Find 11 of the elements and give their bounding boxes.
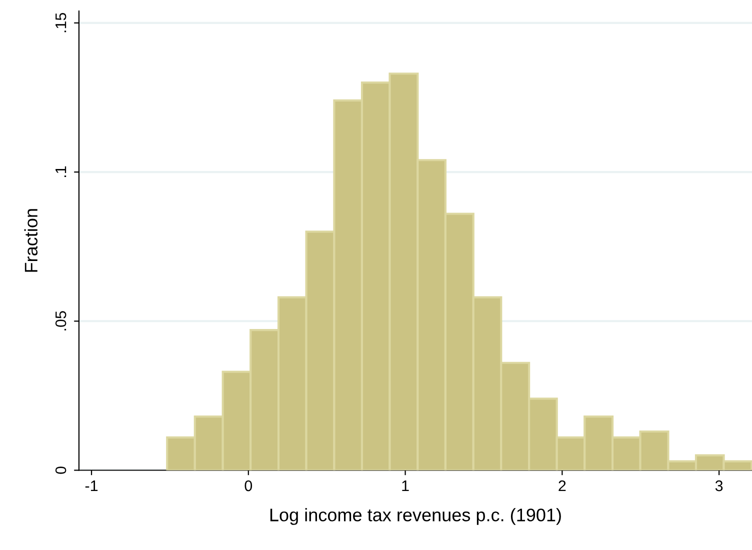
x-tick-label: 3 [715, 480, 723, 492]
x-tick-label: 1 [402, 480, 409, 492]
x-axis-title: Log income tax revenues p.c. (1901) [270, 508, 561, 525]
y-tick-label: .05 [55, 311, 66, 330]
x-tick-label: 2 [558, 480, 566, 492]
y-tick-label: .15 [56, 12, 66, 32]
x-tick-label: -1 [85, 480, 98, 492]
x-tick-label: 0 [244, 480, 252, 492]
y-axis-title: Fraction [24, 209, 38, 272]
y-tick-label: .1 [56, 166, 66, 178]
y-tick-label: 0 [55, 466, 66, 474]
